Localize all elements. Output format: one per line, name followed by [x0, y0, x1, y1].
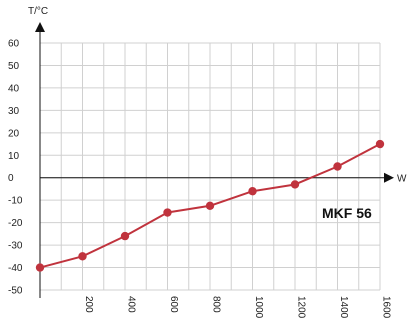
model-annotation-label: MKF 56	[322, 205, 372, 221]
label-layer: 60 50 40 30 20 10 0 -10 -20 -30 -40 -50 200 400 600 800…	[8, 6, 407, 319]
x-axis-label: W	[397, 174, 407, 185]
x-tick-label: 600	[168, 296, 179, 313]
y-tick-label: 60	[8, 39, 20, 50]
x-tick-label: 1400	[338, 296, 349, 319]
x-tick-label: 1200	[296, 296, 307, 319]
axis-layer	[35, 22, 394, 298]
y-axis-label: T/°C	[28, 6, 48, 17]
y-tick-label: -10	[8, 196, 23, 207]
x-tick-label: 800	[211, 296, 222, 313]
data-point	[120, 231, 130, 241]
data-point	[375, 139, 385, 149]
y-tick-label: -50	[8, 286, 23, 297]
y-tick-label: 20	[8, 128, 20, 139]
y-tick-label: -30	[8, 241, 23, 252]
y-tick-label: 30	[8, 106, 20, 117]
y-tick-label: -40	[8, 263, 23, 274]
data-point	[290, 180, 300, 189]
y-tick-label: 40	[8, 83, 20, 94]
data-point	[333, 162, 342, 171]
data-point	[205, 201, 215, 210]
x-axis-arrow-icon	[384, 172, 394, 183]
data-point	[35, 263, 45, 272]
x-tick-label: 1600	[381, 296, 392, 319]
x-tick-label: 400	[126, 296, 137, 313]
data-point	[163, 208, 172, 217]
data-point	[248, 187, 257, 196]
y-tick-label: 0	[8, 173, 14, 184]
y-tick-label: 10	[8, 151, 20, 162]
y-tick-label: -20	[8, 218, 23, 229]
series-layer	[35, 139, 385, 272]
y-tick-label: 50	[8, 61, 20, 72]
x-tick-label: 200	[83, 296, 94, 313]
y-axis-arrow-icon	[35, 22, 45, 32]
data-point	[78, 252, 87, 261]
x-tick-label: 1000	[253, 296, 264, 319]
